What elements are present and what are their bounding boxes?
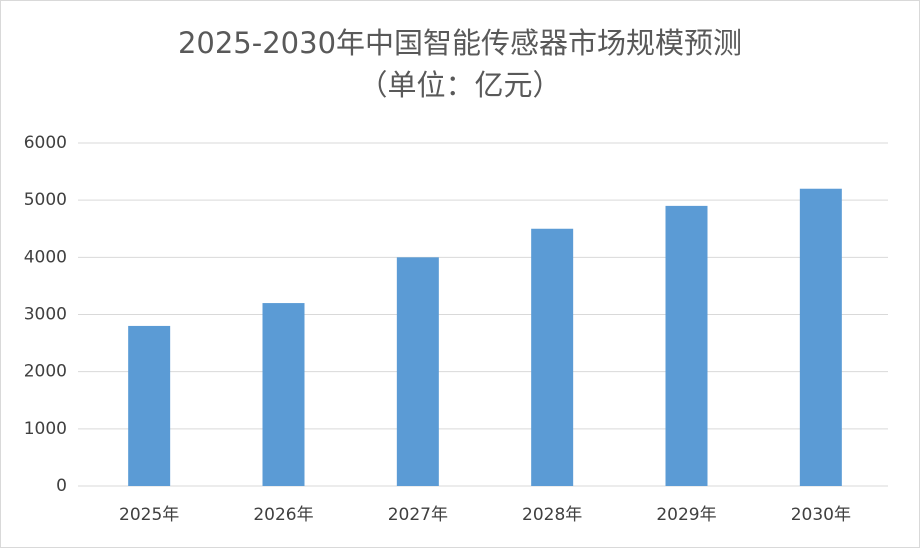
x-tick-label: 2025年 (119, 505, 179, 525)
bar (531, 228, 574, 486)
bar (128, 325, 171, 486)
chart-title: 2025-2030年中国智能传感器市场规模预测 (178, 26, 742, 60)
bar (262, 303, 305, 486)
y-tick-label: 3000 (24, 305, 67, 325)
x-tick-label: 2027年 (388, 505, 448, 525)
x-tick-label: 2030年 (791, 505, 851, 525)
x-tick-label: 2028年 (522, 505, 582, 525)
bar (665, 205, 708, 486)
y-tick-label: 1000 (24, 419, 67, 439)
bar (799, 188, 842, 486)
y-tick-label: 6000 (24, 133, 67, 153)
bar (396, 257, 439, 486)
x-tick-label: 2029年 (656, 505, 716, 525)
y-tick-label: 0 (56, 476, 67, 496)
y-tick-label: 4000 (24, 247, 67, 267)
x-tick-label: 2026年 (253, 505, 313, 525)
y-tick-label: 2000 (24, 362, 67, 382)
y-tick-label: 5000 (24, 190, 67, 210)
chart-subtitle: （单位：亿元） (358, 68, 561, 102)
